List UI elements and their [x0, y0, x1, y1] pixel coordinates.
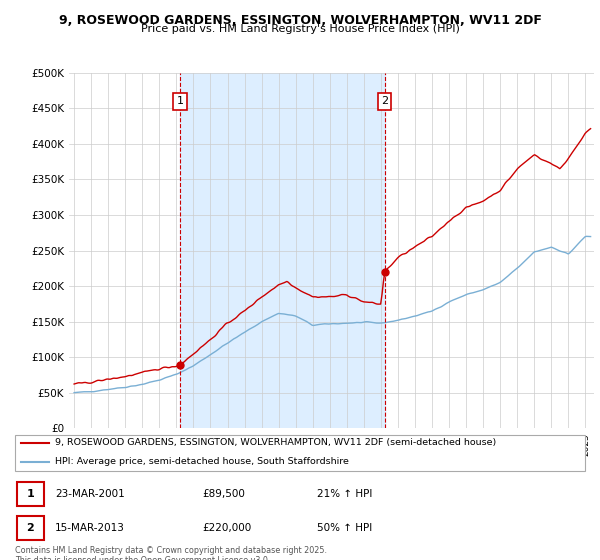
Text: 50% ↑ HPI: 50% ↑ HPI: [317, 522, 373, 533]
Text: £220,000: £220,000: [202, 522, 251, 533]
Text: Price paid vs. HM Land Registry's House Price Index (HPI): Price paid vs. HM Land Registry's House …: [140, 24, 460, 34]
Text: Contains HM Land Registry data © Crown copyright and database right 2025.
This d: Contains HM Land Registry data © Crown c…: [15, 546, 327, 560]
FancyBboxPatch shape: [17, 516, 44, 540]
FancyBboxPatch shape: [15, 435, 585, 471]
Text: 15-MAR-2013: 15-MAR-2013: [55, 522, 125, 533]
Text: 2: 2: [381, 96, 388, 106]
Text: 21% ↑ HPI: 21% ↑ HPI: [317, 489, 373, 500]
Text: 9, ROSEWOOD GARDENS, ESSINGTON, WOLVERHAMPTON, WV11 2DF (semi-detached house): 9, ROSEWOOD GARDENS, ESSINGTON, WOLVERHA…: [55, 438, 496, 447]
Text: 1: 1: [176, 96, 184, 106]
Text: 2: 2: [26, 522, 34, 533]
Text: 9, ROSEWOOD GARDENS, ESSINGTON, WOLVERHAMPTON, WV11 2DF: 9, ROSEWOOD GARDENS, ESSINGTON, WOLVERHA…: [59, 14, 541, 27]
Text: £89,500: £89,500: [202, 489, 245, 500]
FancyBboxPatch shape: [17, 482, 44, 506]
Text: 23-MAR-2001: 23-MAR-2001: [55, 489, 125, 500]
Bar: [180, 73, 385, 428]
Text: HPI: Average price, semi-detached house, South Staffordshire: HPI: Average price, semi-detached house,…: [55, 458, 349, 466]
Text: 1: 1: [26, 489, 34, 500]
